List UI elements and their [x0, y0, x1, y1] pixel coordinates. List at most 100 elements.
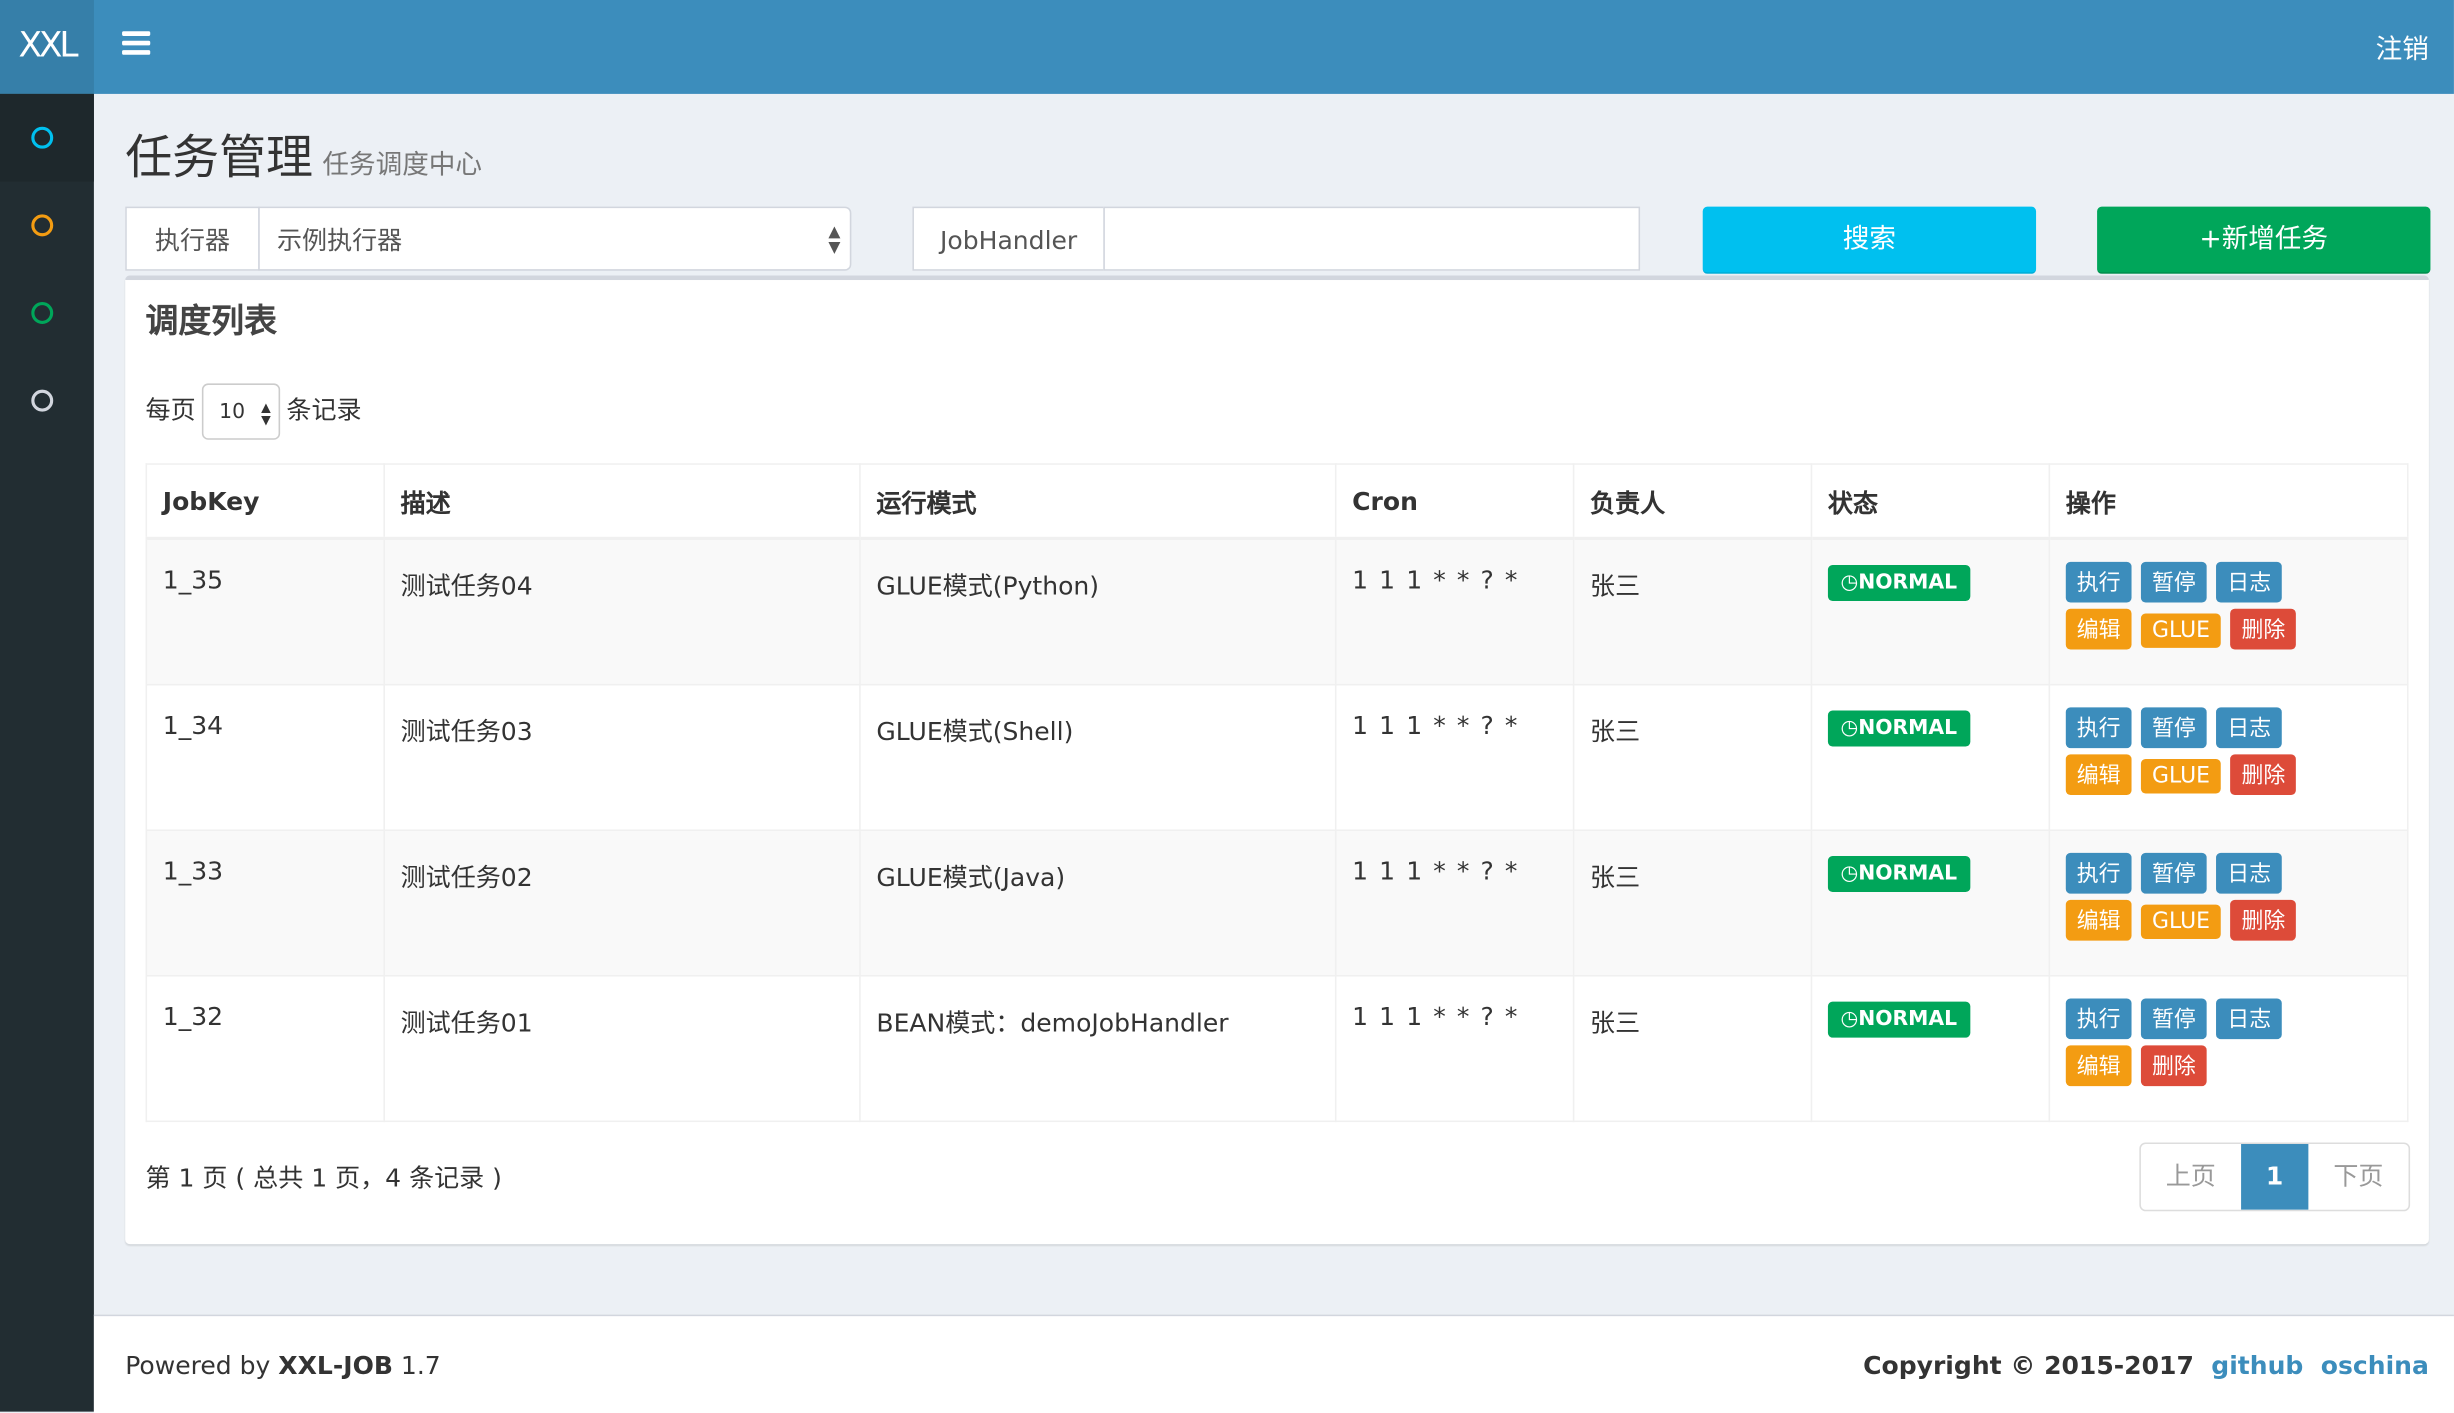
cell-owner: 张三 — [1572, 683, 1813, 831]
pause-button[interactable]: 暂停 — [2141, 706, 2207, 748]
search-button[interactable]: 搜索 — [1702, 206, 2037, 274]
delete-button[interactable]: 删除 — [2230, 899, 2297, 940]
per-page-suffix: 条记录 — [286, 395, 362, 425]
page-title-text: 任务管理 — [125, 131, 313, 187]
next-page-button[interactable]: 下页 — [2333, 1161, 2384, 1191]
run-button[interactable]: 执行 — [2065, 706, 2132, 748]
log-button[interactable]: 日志 — [2216, 997, 2283, 1039]
add-job-button[interactable]: +新增任务 — [2097, 206, 2431, 274]
powered-by: Powered by XXL-JOB 1.7 — [125, 1351, 441, 1381]
cell-owner: 张三 — [1572, 974, 1813, 1122]
cell-desc: 测试任务01 — [383, 974, 861, 1122]
job-table: JobKey 描述 运行模式 Cron 负责人 状态 操作 1_35 测试任务04… — [145, 463, 2409, 1122]
cell-actions: 执行 暂停 日志编辑 GLUE 删除 — [2048, 537, 2409, 685]
cell-status: ◷NORMAL — [1810, 828, 2051, 976]
col-status[interactable]: 状态 — [1810, 463, 2051, 540]
glue-button[interactable]: GLUE — [2141, 903, 2221, 939]
status-text: NORMAL — [1858, 861, 1958, 886]
col-cron[interactable]: Cron — [1334, 463, 1575, 540]
col-owner[interactable]: 负责人 — [1572, 463, 1813, 540]
circle-icon — [31, 389, 54, 412]
executor-select-value: 示例执行器 — [277, 225, 403, 256]
cell-owner: 张三 — [1572, 537, 1813, 685]
jobhandler-label: JobHandler — [912, 206, 1105, 271]
sidebar-item-4[interactable] — [0, 357, 94, 445]
oschina-link[interactable]: oschina — [2320, 1350, 2429, 1381]
logo[interactable]: XXL — [0, 0, 94, 94]
sidebar-item-1[interactable] — [0, 93, 94, 182]
sidebar-item-3[interactable] — [0, 269, 94, 357]
cell-cron: 1 1 1 * * ? * — [1334, 537, 1575, 685]
executor-select[interactable]: 示例执行器 ▲ ▼ — [258, 206, 852, 271]
cell-status: ◷NORMAL — [1810, 537, 2051, 685]
cell-desc: 测试任务04 — [383, 537, 861, 685]
clock-icon: ◷ — [1840, 1007, 1859, 1031]
col-jobkey[interactable]: JobKey — [145, 463, 385, 540]
jobhandler-input[interactable] — [1103, 206, 1641, 271]
sidebar-item-2[interactable] — [0, 182, 94, 270]
pagination-info: 第 1 页 ( 总共 1 页，4 条记录 ) — [145, 1162, 502, 1193]
status-badge: ◷NORMAL — [1827, 1000, 1970, 1037]
prev-page-button[interactable]: 上页 — [2165, 1161, 2216, 1191]
pagination: 上页 1 下页 — [2139, 1142, 2411, 1212]
github-link[interactable]: github — [2211, 1350, 2304, 1381]
status-text: NORMAL — [1858, 715, 1958, 740]
cell-mode: GLUE模式(Python) — [859, 537, 1337, 685]
page-title: 任务管理 任务调度中心 — [125, 119, 482, 188]
page-length-value: 10 — [219, 400, 246, 425]
glue-button[interactable]: GLUE — [2141, 613, 2221, 648]
page-1-button[interactable]: 1 — [2240, 1144, 2309, 1210]
select-arrows-icon: ▲ ▼ — [261, 400, 271, 428]
logout-link[interactable]: 注销 — [2375, 34, 2429, 66]
product-name: XXL-JOB — [278, 1350, 393, 1381]
edit-button[interactable]: 编辑 — [2065, 753, 2132, 795]
cell-owner: 张三 — [1572, 828, 1813, 976]
top-navbar: XXL 注销 — [0, 0, 2454, 94]
cell-mode: GLUE模式(Java) — [859, 828, 1337, 976]
pause-button[interactable]: 暂停 — [2141, 852, 2207, 893]
run-button[interactable]: 执行 — [2065, 997, 2132, 1039]
select-arrows-icon: ▲ ▼ — [828, 223, 841, 257]
clock-icon: ◷ — [1840, 861, 1859, 886]
glue-button[interactable]: GLUE — [2141, 758, 2221, 793]
version: 1.7 — [392, 1350, 441, 1381]
run-button[interactable]: 执行 — [2065, 561, 2132, 603]
log-button[interactable]: 日志 — [2216, 706, 2283, 748]
cell-cron: 1 1 1 * * ? * — [1334, 683, 1575, 831]
pause-button[interactable]: 暂停 — [2141, 997, 2207, 1039]
page-length-select[interactable]: 10 ▲ ▼ — [201, 383, 281, 440]
status-badge: ◷NORMAL — [1827, 564, 1970, 601]
col-desc[interactable]: 描述 — [383, 463, 861, 540]
run-button[interactable]: 执行 — [2065, 852, 2132, 893]
log-button[interactable]: 日志 — [2216, 852, 2283, 893]
col-actions: 操作 — [2048, 463, 2409, 540]
delete-button[interactable]: 删除 — [2141, 1044, 2207, 1086]
cell-mode: GLUE模式(Shell) — [859, 683, 1337, 831]
cell-jobkey: 1_32 — [145, 974, 385, 1122]
delete-button[interactable]: 删除 — [2230, 753, 2297, 795]
cell-mode: BEAN模式：demoJobHandler — [859, 974, 1337, 1122]
edit-button[interactable]: 编辑 — [2065, 899, 2132, 940]
cell-cron: 1 1 1 * * ? * — [1334, 828, 1575, 976]
edit-button[interactable]: 编辑 — [2065, 608, 2132, 650]
table-row: 1_34 测试任务03 GLUE模式(Shell) 1 1 1 * * ? * 张三 ◷N… — [145, 683, 2409, 831]
sidebar — [0, 93, 94, 1412]
clock-icon: ◷ — [1840, 715, 1859, 740]
delete-button[interactable]: 删除 — [2230, 608, 2297, 650]
circle-icon — [31, 302, 54, 324]
status-text: NORMAL — [1858, 571, 1958, 595]
powered-prefix: Powered by — [125, 1350, 279, 1381]
job-list-box: 调度列表 每页 10 ▲ ▼ 条记录 JobKey 描述 运行模式 Cron 负责人 状… — [125, 275, 2429, 1245]
cell-actions: 执行 暂停 日志编辑 删除 — [2048, 974, 2409, 1122]
cell-jobkey: 1_33 — [145, 828, 385, 976]
log-button[interactable]: 日志 — [2216, 561, 2283, 603]
col-mode[interactable]: 运行模式 — [859, 463, 1337, 540]
executor-label: 执行器 — [125, 206, 260, 271]
page-subtitle: 任务调度中心 — [322, 150, 483, 182]
edit-button[interactable]: 编辑 — [2065, 1044, 2132, 1086]
hamburger-menu-icon[interactable] — [122, 31, 151, 56]
pause-button[interactable]: 暂停 — [2141, 561, 2207, 603]
cell-cron: 1 1 1 * * ? * — [1334, 974, 1575, 1122]
circle-icon — [31, 214, 54, 237]
cell-actions: 执行 暂停 日志编辑 GLUE 删除 — [2048, 683, 2409, 831]
